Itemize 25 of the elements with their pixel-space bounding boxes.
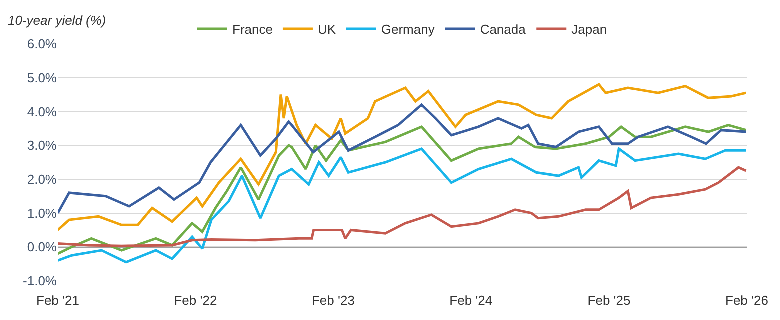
- legend-label: France: [232, 22, 273, 38]
- y-tick-label: 3.0%: [27, 138, 58, 154]
- line-series: [58, 124, 747, 256]
- y-axis-title: 10-year yield (%): [8, 13, 106, 28]
- y-tick-label: 1.0%: [27, 206, 58, 221]
- y-tick-label: 0.0%: [27, 240, 58, 255]
- legend-label: Japan: [572, 22, 608, 38]
- line-series: [58, 166, 747, 248]
- y-tick-label: 5.0%: [27, 70, 58, 86]
- line-series: [58, 83, 747, 232]
- x-tick-label: Feb '22: [174, 293, 218, 308]
- y-tick-label: 2.0%: [27, 172, 58, 187]
- y-tick-label: -1.0%: [23, 274, 58, 289]
- x-tick-label: Feb '23: [312, 293, 355, 308]
- y-tick-label: 4.0%: [27, 104, 58, 120]
- legend-label: UK: [318, 22, 336, 38]
- legend-label: Germany: [381, 22, 436, 38]
- x-tick-label: Feb '21: [36, 293, 80, 308]
- legend-label: Canada: [480, 22, 527, 38]
- line-series: [58, 148, 747, 264]
- line-series: [58, 104, 747, 215]
- x-tick-label: Feb '25: [588, 293, 631, 308]
- y-tick-label: 6.0%: [27, 36, 58, 52]
- x-tick-label: Feb '26: [726, 293, 768, 308]
- x-tick-label: Feb '24: [450, 293, 493, 308]
